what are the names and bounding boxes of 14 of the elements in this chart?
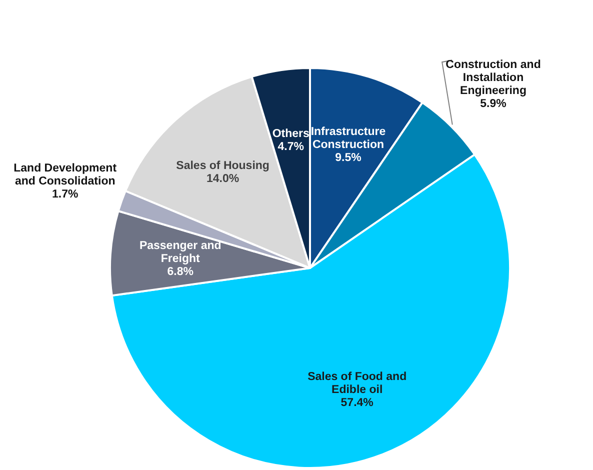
data-label: 1.7%: [52, 188, 78, 201]
slice-label: Land Development and Consolidation: [14, 162, 117, 188]
slice-label: Passenger and Freight: [139, 240, 222, 266]
slice-label: Sales of Housing: [176, 160, 270, 172]
data-label: 4.7%: [278, 140, 304, 153]
slice-label: Others: [272, 128, 310, 140]
slice-label: Sales of Food and Edible oil: [308, 371, 407, 396]
slice-label: Infrastructure Construction: [310, 126, 386, 151]
slice-label: Construction and Installation Engineering: [446, 59, 541, 98]
data-label: 6.8%: [167, 266, 194, 278]
data-label: 9.5%: [335, 152, 362, 164]
data-label: 5.9%: [480, 98, 506, 110]
data-label: 57.4%: [340, 397, 374, 410]
data-label: 14.0%: [206, 173, 240, 186]
